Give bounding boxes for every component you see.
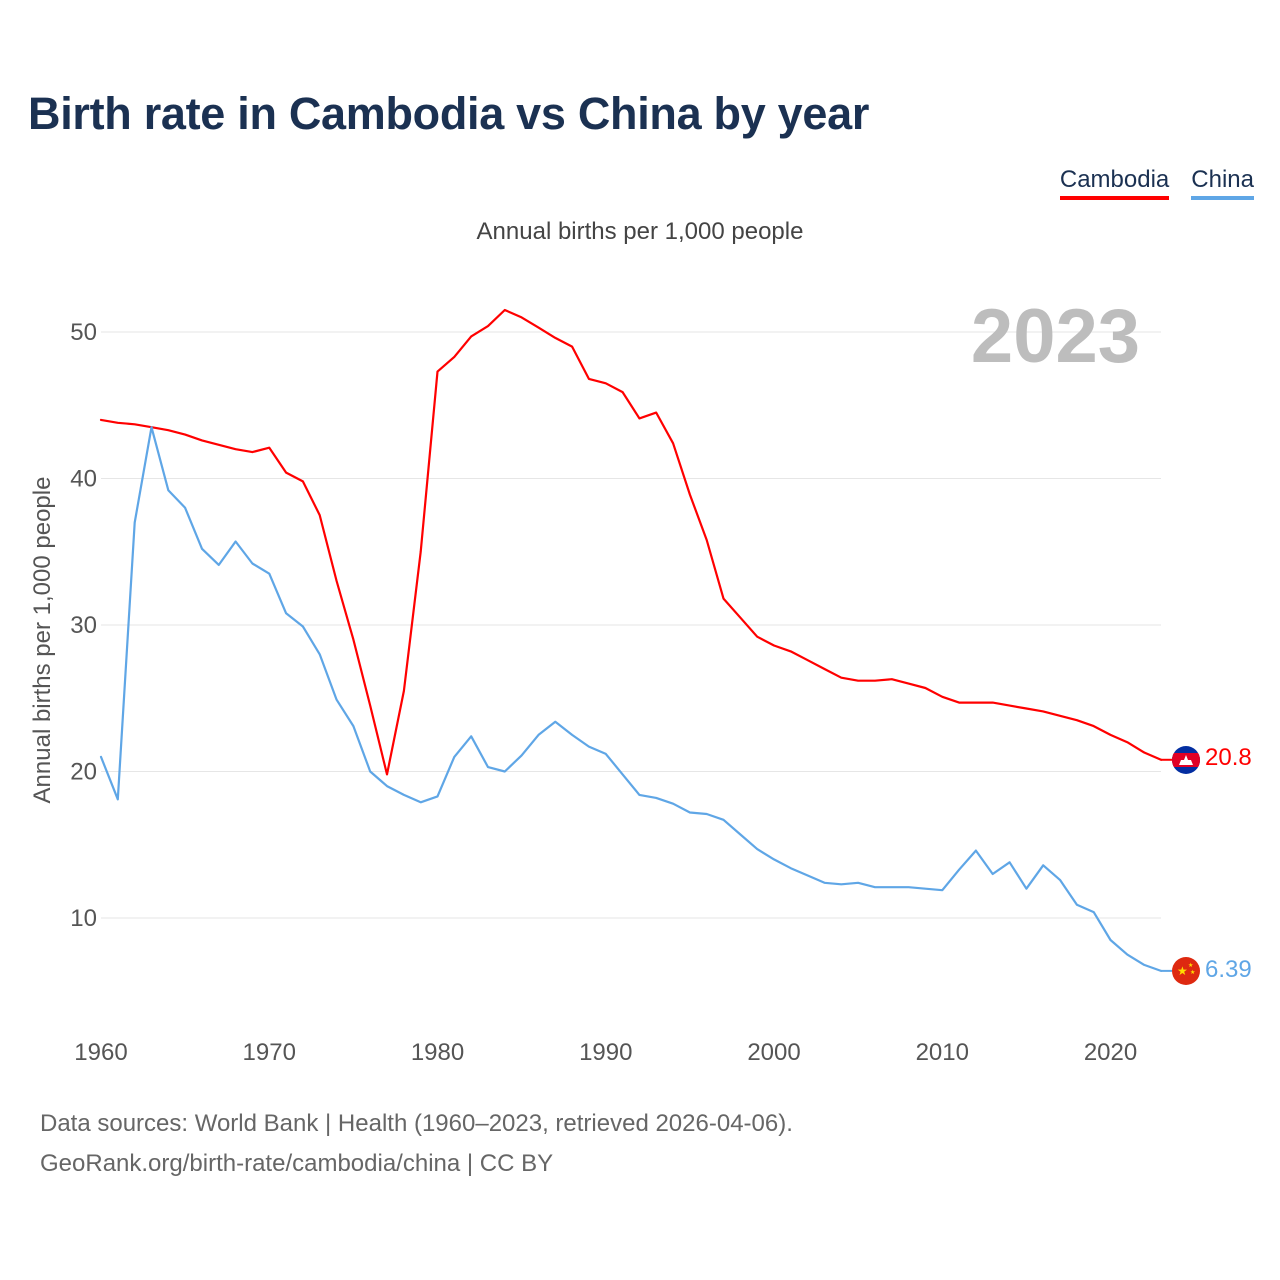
x-tick-label: 1990	[579, 1039, 632, 1066]
x-tick-label: 1980	[411, 1039, 464, 1066]
svg-text:★: ★	[1190, 969, 1195, 976]
footer: Data sources: World Bank | Health (1960–…	[40, 1104, 793, 1184]
y-axis-ticks: 10 20 30 40 50	[70, 319, 97, 932]
series-line-china	[99, 426, 1163, 973]
x-tick-label: 2010	[916, 1039, 969, 1066]
china-flag-icon: ★ ★ ★	[1172, 957, 1200, 985]
svg-text:★: ★	[1177, 964, 1188, 978]
y-tick-label: 50	[70, 319, 97, 346]
data-source-note: Data sources: World Bank | Health (1960–…	[40, 1110, 793, 1137]
legend: Cambodia China	[1059, 166, 1254, 200]
source-url: GeoRank.org/birth-rate/cambodia/china | …	[40, 1150, 554, 1177]
cambodia-end-value: 20.8	[1205, 744, 1252, 771]
cambodia-flag-icon	[1172, 746, 1200, 774]
chart-subtitle: Annual births per 1,000 people	[476, 218, 804, 245]
grid-lines	[101, 331, 1161, 919]
chart-title: Birth rate in Cambodia vs China by year	[28, 88, 870, 139]
x-axis-ticks: 1960 1970 1980 1990 2000 2010 2020	[74, 1039, 1137, 1066]
legend-item-china[interactable]: China	[1191, 166, 1254, 200]
y-tick-label: 40	[70, 466, 97, 493]
china-end-value: 6.39	[1205, 956, 1252, 983]
y-axis-label: Annual births per 1,000 people	[29, 477, 56, 804]
y-tick-label: 20	[70, 759, 97, 786]
x-tick-label: 2000	[747, 1039, 800, 1066]
x-tick-label: 1960	[74, 1039, 127, 1066]
series-line-cambodia	[99, 308, 1163, 776]
legend-item-cambodia[interactable]: Cambodia	[1059, 166, 1170, 200]
x-tick-label: 2020	[1084, 1039, 1137, 1066]
y-tick-label: 30	[70, 612, 97, 639]
series-lines	[99, 308, 1172, 973]
year-indicator: 2023	[971, 294, 1140, 379]
x-tick-label: 1970	[243, 1039, 296, 1066]
svg-text:★: ★	[1188, 962, 1193, 969]
y-tick-label: 10	[70, 905, 97, 932]
